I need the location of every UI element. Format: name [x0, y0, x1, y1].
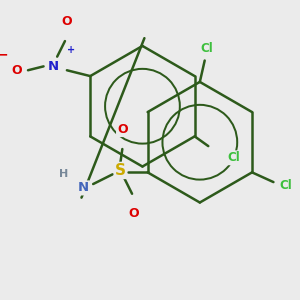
Text: −: −	[0, 48, 8, 62]
Text: +: +	[67, 45, 75, 55]
Text: Cl: Cl	[280, 179, 292, 193]
Text: Cl: Cl	[227, 151, 240, 164]
Text: S: S	[115, 163, 126, 178]
Text: O: O	[117, 123, 128, 136]
Text: H: H	[59, 169, 69, 179]
Text: O: O	[61, 15, 72, 28]
Text: O: O	[129, 207, 139, 220]
Text: Cl: Cl	[200, 42, 213, 56]
Text: O: O	[11, 64, 22, 77]
Text: N: N	[48, 60, 59, 73]
Text: N: N	[78, 182, 89, 194]
